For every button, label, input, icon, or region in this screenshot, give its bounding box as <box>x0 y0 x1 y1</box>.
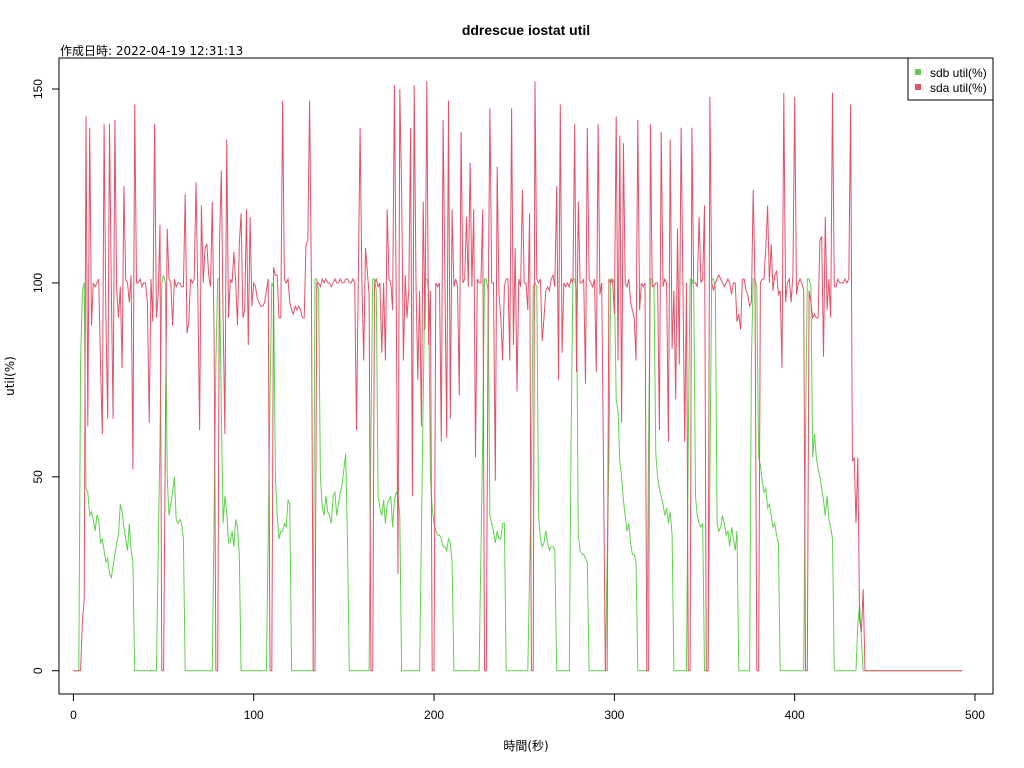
legend-swatch-1 <box>915 84 921 90</box>
legend-swatch-0 <box>915 69 921 75</box>
y-tick-label-0: 0 <box>31 667 45 674</box>
legend-box <box>907 57 994 101</box>
series-line-1 <box>73 81 963 672</box>
legend-label-1: sda util(%) <box>930 81 987 95</box>
x-tick-label-4: 400 <box>785 708 805 722</box>
chart-subtitle: 作成日時: 2022-04-19 12:31:13 <box>60 44 243 58</box>
x-tick-label-2: 200 <box>424 708 444 722</box>
x-tick-label-3: 300 <box>604 708 624 722</box>
y-axis-label: util(%) <box>3 356 17 396</box>
legend-label-0: sdb util(%) <box>930 66 987 80</box>
x-axis-label: 時間(秒) <box>503 739 548 753</box>
y-tick-label-3: 150 <box>31 79 45 99</box>
x-tick-label-5: 500 <box>965 708 985 722</box>
series-layer <box>73 81 963 672</box>
legend: sdb util(%)sda util(%) <box>907 57 994 101</box>
y-tick-label-2: 100 <box>31 273 45 293</box>
y-tick-label-1: 50 <box>31 470 45 484</box>
x-axis: 0 100 200 300 400 500 <box>70 693 985 722</box>
chart-title: ddrescue iostat util <box>462 22 590 38</box>
x-tick-label-1: 100 <box>244 708 264 722</box>
y-axis: 0 50 100 150 <box>31 79 60 674</box>
x-tick-label-0: 0 <box>70 708 77 722</box>
series-line-0 <box>73 275 963 672</box>
